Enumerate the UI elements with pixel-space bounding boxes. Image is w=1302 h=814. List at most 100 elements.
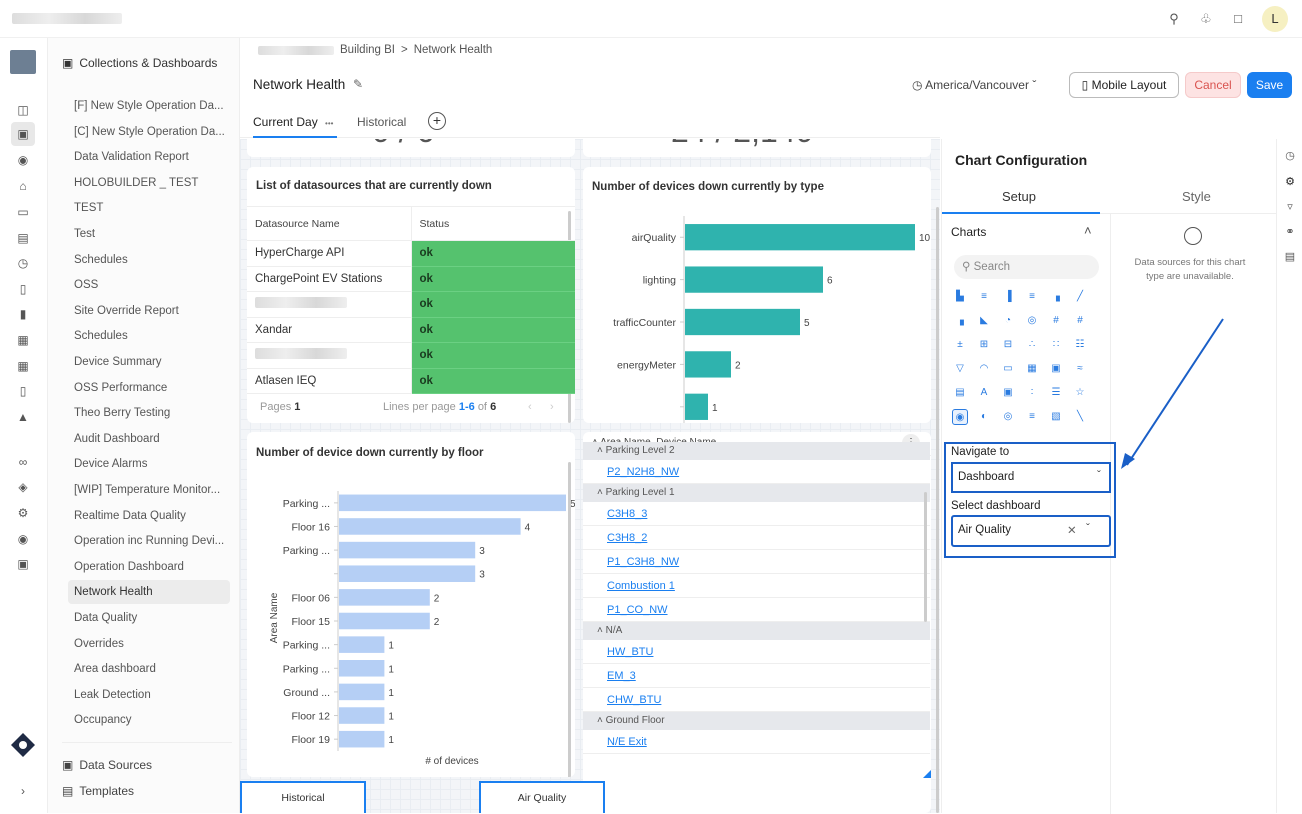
chart-type-kpi-icon[interactable]: # xyxy=(1077,315,1083,326)
chart-type-sunburst-icon[interactable]: ◉ xyxy=(952,409,968,425)
sidebar-item[interactable]: Realtime Data Quality xyxy=(74,509,186,522)
tab-air-quality-preview[interactable]: Air Quality xyxy=(479,781,605,813)
cancel-button[interactable]: Cancel xyxy=(1185,72,1241,98)
add-tab-button[interactable]: + xyxy=(428,112,446,130)
sidebar-item[interactable]: [F] New Style Operation Da... xyxy=(74,100,224,112)
tab-style[interactable]: Style xyxy=(1182,189,1211,204)
chart-type-radar-icon[interactable]: ☆ xyxy=(1075,387,1085,398)
signal-icon[interactable]: ◉ xyxy=(17,532,29,546)
data-sources-link[interactable]: ▣ Data Sources xyxy=(62,758,153,772)
chart-type-pie-icon[interactable]: ◔ xyxy=(1004,315,1012,326)
device-link[interactable]: HW_BTU xyxy=(607,646,654,658)
device-link[interactable]: C3H8_2 xyxy=(607,532,648,544)
tab-historical-preview[interactable]: Historical xyxy=(240,781,366,813)
bar[interactable] xyxy=(685,266,823,293)
chart-type-gantt-icon[interactable]: ∶ xyxy=(1030,387,1034,398)
device-link[interactable]: P1_C3H8_NW xyxy=(607,556,680,568)
device-link[interactable]: Combustion 1 xyxy=(607,580,675,592)
database-icon[interactable]: ▦ xyxy=(17,333,29,347)
search-icon[interactable]: ⚲ xyxy=(1169,11,1179,26)
sidebar-item[interactable]: Schedules xyxy=(74,330,128,343)
bar[interactable] xyxy=(339,636,385,653)
grid-group-header[interactable]: ˄ Ground Floor xyxy=(583,712,930,730)
chart-type-treemap-icon[interactable]: ▦ xyxy=(1027,363,1037,374)
expand-icon[interactable]: › xyxy=(21,784,25,798)
table-row[interactable]: ChargePoint EV Stations ok xyxy=(247,266,575,292)
kpi-card-devices[interactable]: 24 / 2,140 xyxy=(583,139,931,157)
table-row[interactable]: ok xyxy=(247,342,575,369)
next-page-icon[interactable]: › xyxy=(550,401,554,413)
templates-link[interactable]: ▤ Templates xyxy=(62,784,135,798)
chart-type-number-icon[interactable]: # xyxy=(1053,315,1059,326)
bar[interactable] xyxy=(339,660,385,677)
sidebar-item[interactable]: Network Health xyxy=(68,580,230,605)
settings-icon[interactable]: ⚙ xyxy=(1285,176,1295,188)
sidebar-item[interactable]: Leak Detection xyxy=(74,688,151,701)
workspace-logo[interactable] xyxy=(10,50,36,74)
chart-type-number-diff-icon[interactable]: ± xyxy=(957,339,963,350)
pager-range[interactable]: 1-6 xyxy=(458,401,475,413)
device-grid-card[interactable]: ˄ Area Name, Device Name ⋮ ˄ Parking Lev… xyxy=(583,432,931,813)
table-row[interactable]: ok xyxy=(247,291,575,318)
tab-setup[interactable]: Setup xyxy=(1002,189,1036,204)
bar[interactable] xyxy=(339,612,430,630)
charts-section-header[interactable]: Charts xyxy=(951,225,987,239)
chart-type-multi-line-icon[interactable]: ╲ xyxy=(1076,411,1084,422)
device-link[interactable]: P2_N2H8_NW xyxy=(607,466,680,478)
grid-group-header[interactable]: ˄ N/A xyxy=(583,622,930,640)
chart-icon[interactable]: ▲ xyxy=(17,410,29,424)
link-icon[interactable]: ⚭ xyxy=(1285,226,1295,238)
chart-type-timeline-icon[interactable]: ≡ xyxy=(1029,411,1035,422)
table-row[interactable]: Xandar ok xyxy=(247,317,575,343)
filter-icon[interactable]: ▿ xyxy=(1287,201,1293,213)
column-header-status[interactable]: Status xyxy=(411,206,575,241)
chart-type-donut-icon[interactable]: ◎ xyxy=(1027,315,1037,326)
bar[interactable] xyxy=(339,589,430,606)
chart-scrollbar[interactable] xyxy=(568,462,571,777)
dashboards-icon[interactable]: ▣ xyxy=(11,122,35,146)
chart-type-geo-icon[interactable]: ◎ xyxy=(1003,411,1013,422)
link-icon[interactable]: ∞ xyxy=(18,455,28,469)
reports-icon[interactable]: ◉ xyxy=(17,153,29,167)
kpi-card-datasources[interactable]: 0 / 6 xyxy=(247,139,575,157)
select-dashboard-select[interactable]: Air Quality ✕ ˇ xyxy=(951,515,1111,547)
clipboard-icon[interactable]: ▮ xyxy=(19,307,27,321)
sidebar-item[interactable]: Device Summary xyxy=(74,356,162,368)
bar[interactable] xyxy=(339,541,476,559)
schedule-icon[interactable]: ▦ xyxy=(17,359,29,373)
chart-type-bar-grouped-icon[interactable]: ▗ xyxy=(1052,291,1060,302)
settings-icon[interactable]: ⚙ xyxy=(17,506,29,520)
column-header-name[interactable]: Datasource Name xyxy=(247,206,412,241)
chart-type-bar-stacked-icon[interactable]: ▐ xyxy=(1004,291,1012,302)
sidebar-item[interactable]: [WIP] Temperature Monitor... xyxy=(74,484,221,496)
device-link[interactable]: N/E Exit xyxy=(607,736,647,748)
devices-icon[interactable]: ▭ xyxy=(17,205,29,219)
book-icon[interactable]: ▤ xyxy=(1284,251,1296,263)
sidebar-item[interactable]: OSS xyxy=(74,279,99,292)
sidebar-item[interactable]: OSS Performance xyxy=(74,381,168,394)
sidebar-item[interactable]: Occupancy xyxy=(74,714,132,727)
device-link[interactable]: EM_3 xyxy=(607,670,636,682)
app-logo[interactable] xyxy=(12,13,122,24)
chart-type-boxplot-icon[interactable]: ☰ xyxy=(1051,387,1061,398)
canvas-scrollbar[interactable] xyxy=(936,207,939,813)
chart-type-scatter-icon[interactable]: ∴ xyxy=(1028,339,1036,350)
device-link[interactable]: CHW_BTU xyxy=(607,694,662,706)
breadcrumb-root[interactable] xyxy=(258,45,334,55)
layers-icon[interactable]: ◈ xyxy=(18,480,28,494)
clear-icon[interactable]: ✕ xyxy=(1067,525,1077,537)
chart-type-heatmap-icon[interactable]: ☷ xyxy=(1075,339,1085,350)
chart-type-area-stacked-icon[interactable]: ▗ xyxy=(956,315,964,326)
sidebar-item[interactable]: Theo Berry Testing xyxy=(74,407,171,420)
meter-icon[interactable]: ▣ xyxy=(17,557,29,571)
bar[interactable] xyxy=(685,308,800,336)
device-link[interactable]: C3H8_3 xyxy=(607,508,648,520)
sidebar-item[interactable]: Audit Dashboard xyxy=(74,432,160,445)
chart-type-text-icon[interactable]: A xyxy=(980,387,988,398)
chart-type-icon[interactable]: ◷ xyxy=(1285,150,1295,162)
timer-icon[interactable]: ◷ xyxy=(17,256,29,270)
chart-type-area-icon[interactable]: ◣ xyxy=(980,315,988,326)
chart-type-pivot-icon[interactable]: ⊟ xyxy=(1003,339,1013,350)
chart-type-card-icon[interactable]: ▤ xyxy=(955,387,965,398)
sidebar-item[interactable]: Data Validation Report xyxy=(74,151,189,164)
